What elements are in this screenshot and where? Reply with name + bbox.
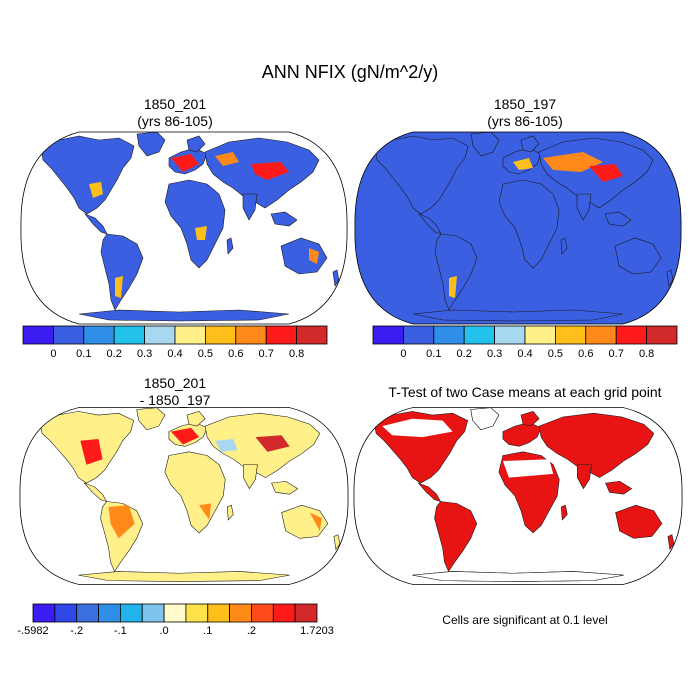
colorbar-diff-label: .0 <box>159 625 169 637</box>
colorbar-panel1-label: 0.6 <box>228 348 244 360</box>
colorbar-diff-label: .2 <box>246 625 257 637</box>
significance-note: Cells are significant at 0.1 level <box>442 613 608 627</box>
colorbar-diff-labels: -.5982 -.2 -.1 .0 .1 .2 1.7203 <box>17 625 333 641</box>
colorbar-diff-swatch <box>272 603 296 623</box>
colorbar-panel2-label: 0.3 <box>486 348 503 360</box>
colorbar-panel1-label: 0.5 <box>197 348 214 360</box>
colorbar-panel2-swatch <box>402 325 435 345</box>
colorbar-panel2-swatch <box>372 325 404 345</box>
colorbar-panel1-swatch <box>265 325 297 345</box>
panel4-title-line1: T-Test of two Case means at each grid po… <box>388 384 662 400</box>
colorbar-diff-swatch <box>251 603 274 623</box>
colorbar-panel1-swatch <box>83 325 115 345</box>
colorbar-panel2-swatch <box>646 325 678 345</box>
colorbar-diff <box>32 603 318 623</box>
colorbar-panel1-swatch <box>235 325 267 345</box>
colorbar-diff-swatch <box>54 603 78 623</box>
colorbar-panel1-swatch <box>22 325 54 345</box>
colorbar-diff-label: -.1 <box>113 625 127 637</box>
panel2-title: 1850_197 (yrs 86-105) <box>375 96 675 130</box>
panel3-title-line1: 1850_201 <box>143 375 207 391</box>
panel1-title-line2: (yrs 86-105) <box>137 113 213 129</box>
colorbar-panel2-label: 0.6 <box>578 348 594 360</box>
colorbar-panel1-label: 0.3 <box>136 348 153 360</box>
colorbar-panel2-swatch <box>433 325 465 345</box>
panel4-map <box>353 407 683 585</box>
colorbar-panel1-label: 0 <box>50 348 57 360</box>
colorbar-panel2-swatch <box>615 325 647 345</box>
colorbar-diff-swatch <box>185 603 209 623</box>
colorbar-panel2-swatch <box>554 325 587 345</box>
colorbar-diff-label: .1 <box>203 625 213 637</box>
colorbar-diff-swatch <box>76 603 99 623</box>
colorbar-panel2-label: 0.5 <box>547 348 564 360</box>
colorbar-diff-swatch <box>207 603 231 623</box>
colorbar-panel2-label: 0.7 <box>608 348 624 360</box>
colorbar-panel1-label: 0.1 <box>76 348 92 360</box>
panel2-title-line1: 1850_197 <box>493 96 557 112</box>
colorbar-panel1-swatch <box>144 325 176 345</box>
colorbar-panel1-swatch <box>296 325 328 345</box>
colorbar-panel2-labels: 0 0.1 0.2 0.3 0.4 0.5 0.6 0.7 0.8 <box>372 348 678 364</box>
panel3-map <box>19 407 349 585</box>
colorbar-diff-swatch <box>294 603 318 623</box>
colorbar-panel1-swatch <box>174 325 206 345</box>
panel4-title: T-Test of two Case means at each grid po… <box>350 384 700 401</box>
panel2-map <box>354 131 682 325</box>
colorbar-panel2-swatch <box>524 325 556 345</box>
colorbar-panel2-label: 0.4 <box>517 348 533 360</box>
colorbar-diff-swatch <box>98 603 121 623</box>
colorbar-panel2 <box>372 325 678 345</box>
panel2-title-line2: (yrs 86-105) <box>487 113 563 129</box>
colorbar-panel1-label: 0.2 <box>106 348 122 360</box>
figure-title: ANN NFIX (gN/m^2/y) <box>261 62 439 82</box>
colorbar-diff-swatch <box>163 603 187 623</box>
colorbar-diff-label: 1.7203 <box>300 625 334 637</box>
colorbar-panel2-swatch <box>494 325 526 345</box>
colorbar-diff-swatch <box>229 603 252 623</box>
colorbar-panel1-label: 0.8 <box>288 348 305 360</box>
colorbar-panel2-label: 0 <box>400 348 407 360</box>
colorbar-panel1 <box>22 325 328 345</box>
colorbar-panel1-label: 0.4 <box>167 348 183 360</box>
panel1-title-line1: 1850_201 <box>143 96 207 112</box>
colorbar-panel1-swatch <box>113 325 145 345</box>
colorbar-panel2-swatch <box>585 325 617 345</box>
colorbar-panel1-swatch <box>52 325 85 345</box>
panel3-title-line2: - 1850_197 <box>139 392 211 408</box>
colorbar-diff-swatch <box>119 603 143 623</box>
colorbar-diff-label: -.2 <box>70 625 84 637</box>
colorbar-panel1-swatch <box>204 325 237 345</box>
colorbar-panel1-label: 0.7 <box>258 348 274 360</box>
colorbar-panel2-label: 0.8 <box>638 348 655 360</box>
colorbar-diff-swatch <box>141 603 165 623</box>
panel1-map <box>20 131 348 325</box>
colorbar-panel2-swatch <box>463 325 495 345</box>
colorbar-panel2-label: 0.1 <box>426 348 442 360</box>
colorbar-diff-swatch <box>32 603 56 623</box>
panel1-title: 1850_201 (yrs 86-105) <box>25 96 325 130</box>
colorbar-diff-label: -.5982 <box>17 625 49 637</box>
panel3-title: 1850_201 - 1850_197 <box>25 375 325 409</box>
colorbar-panel2-label: 0.2 <box>456 348 472 360</box>
colorbar-panel1-labels: 0 0.1 0.2 0.3 0.4 0.5 0.6 0.7 0.8 <box>22 348 328 364</box>
